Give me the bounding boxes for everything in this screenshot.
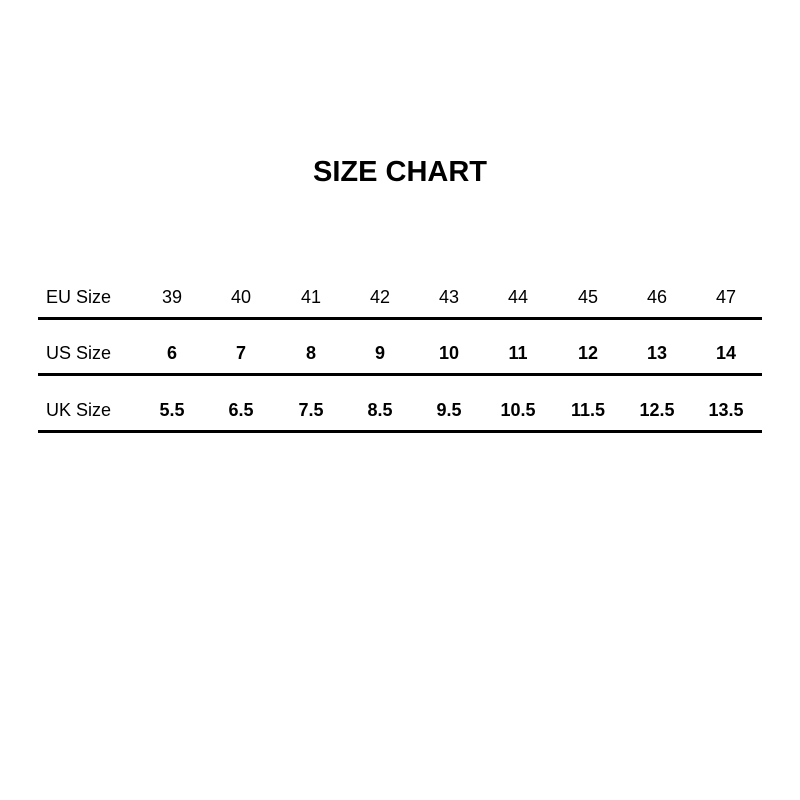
table-cell: 11.5 bbox=[570, 400, 606, 420]
page-title: SIZE CHART bbox=[313, 156, 487, 188]
table-cell: 8.5 bbox=[367, 400, 393, 420]
table-cell: 12.5 bbox=[639, 400, 675, 420]
table-cell: 14 bbox=[715, 343, 737, 363]
table-cell: 6 bbox=[166, 343, 177, 363]
row-label: UK Size bbox=[46, 400, 112, 420]
table-cell: 39 bbox=[161, 287, 183, 307]
table-cell: 12 bbox=[577, 343, 599, 363]
table-cell: 7 bbox=[235, 343, 246, 363]
table-cell: 6.5 bbox=[228, 400, 254, 420]
table-cell: 5.5 bbox=[159, 400, 185, 420]
table-cell: 46 bbox=[646, 287, 668, 307]
table-cell: 11 bbox=[508, 343, 528, 363]
table-cell: 47 bbox=[715, 287, 737, 307]
table-row: UK Size 5.5 6.5 7.5 8.5 9.5 10.5 11.5 12.5 13.5 bbox=[38, 390, 762, 433]
table-row: US Size 6 7 8 9 10 11 12 13 14 bbox=[38, 333, 762, 376]
table-cell: 10.5 bbox=[500, 400, 536, 420]
table-cell: 13 bbox=[646, 343, 668, 363]
table-cell: 9 bbox=[374, 343, 385, 363]
table-cell: 40 bbox=[230, 287, 252, 307]
table-cell: 44 bbox=[507, 287, 529, 307]
table-cell: 13.5 bbox=[708, 400, 744, 420]
table-row: EU Size 39 40 41 42 43 44 45 46 47 bbox=[38, 277, 762, 320]
table-cell: 45 bbox=[577, 287, 599, 307]
table-cell: 7.5 bbox=[298, 400, 324, 420]
table-cell: 43 bbox=[438, 287, 460, 307]
table-cell: 8 bbox=[305, 343, 316, 363]
table-cell: 41 bbox=[300, 287, 322, 307]
table-cell: 9.5 bbox=[436, 400, 462, 420]
table-cell: 42 bbox=[369, 287, 391, 307]
row-label: EU Size bbox=[46, 287, 112, 307]
table-cell: 10 bbox=[438, 343, 460, 363]
row-label: US Size bbox=[46, 343, 112, 363]
